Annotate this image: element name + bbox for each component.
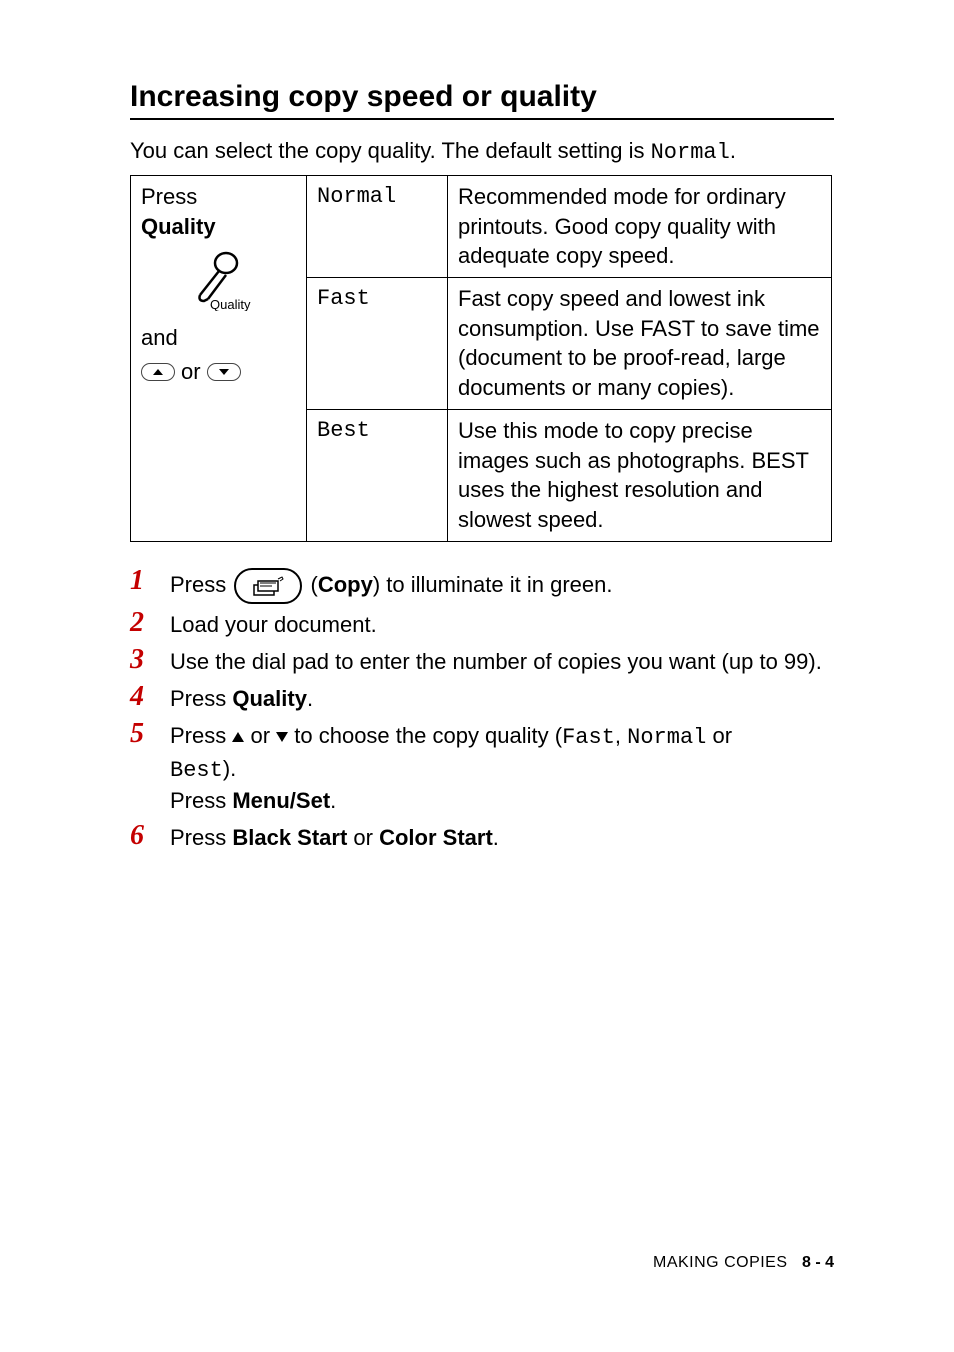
footer-label: MAKING COPIES <box>653 1254 788 1271</box>
color-start-label: Color Start <box>379 825 493 850</box>
step-1-body: Press (Copy) to illuminate it in green. <box>170 566 612 605</box>
section-title: Increasing copy speed or quality <box>130 80 834 120</box>
step-number-2: 2 <box>130 608 170 639</box>
steps-list: 1 Press (Copy) to illuminate it in green… <box>130 566 834 854</box>
copy-button-icon <box>234 568 302 605</box>
step-6-body: Press Black Start or Color Start. <box>170 821 499 854</box>
down-arrow-icon <box>207 363 241 381</box>
desc-best: Use this mode to copy precise images suc… <box>448 409 832 541</box>
setting-best: Best <box>307 409 448 541</box>
and-label: and <box>141 323 178 353</box>
desc-normal: Recommended mode for ordinary printouts.… <box>448 176 832 278</box>
desc-fast: Fast copy speed and lowest ink consumpti… <box>448 278 832 410</box>
up-triangle-icon <box>232 732 244 742</box>
up-arrow-icon <box>141 363 175 381</box>
step-1-after: ) to illuminate it in green. <box>373 572 613 597</box>
step-5-close: ). <box>223 756 236 781</box>
opt-fast: Fast <box>562 725 615 750</box>
step-6-or: or <box>347 825 379 850</box>
intro-text: You can select the copy quality. The def… <box>130 138 834 165</box>
step-5-comma: , <box>615 723 627 748</box>
intro-suffix: . <box>730 138 736 163</box>
step-5-press2: Press <box>170 788 232 813</box>
page-footer: MAKING COPIES 8 - 4 <box>653 1254 834 1272</box>
setting-fast: Fast <box>307 278 448 410</box>
black-start-label: Black Start <box>232 825 347 850</box>
step-number-4: 4 <box>130 682 170 713</box>
step-6-press: Press <box>170 825 232 850</box>
step-5-press: Press <box>170 723 232 748</box>
quality-button-icon: Quality <box>141 251 296 319</box>
footer-page-number: 8 - 4 <box>802 1254 834 1271</box>
copy-label: Copy <box>318 572 373 597</box>
step-number-6: 6 <box>130 821 170 852</box>
quality-table: Press Quality Quality and or <box>130 175 832 542</box>
step-5-period: . <box>330 788 336 813</box>
intro-default-setting: Normal <box>651 140 730 165</box>
quality-label: Quality <box>141 212 296 242</box>
step-5-or1: or <box>244 723 276 748</box>
step-5-mid2: to choose the copy quality ( <box>288 723 562 748</box>
down-triangle-icon <box>276 732 288 742</box>
opt-normal: Normal <box>627 725 706 750</box>
step-number-3: 3 <box>130 645 170 676</box>
step-2-body: Load your document. <box>170 608 377 641</box>
step-4-period: . <box>307 686 313 711</box>
quality-press-cell: Press Quality Quality and or <box>131 176 307 542</box>
step-5-body: Press or to choose the copy quality (Fas… <box>170 719 732 817</box>
step-5-or2: or <box>706 723 732 748</box>
opt-best: Best <box>170 758 223 783</box>
or-label: or <box>181 357 201 387</box>
step-6-period: . <box>493 825 499 850</box>
step-4-body: Press Quality. <box>170 682 313 715</box>
step-number-5: 5 <box>130 719 170 750</box>
step-4-press: Press <box>170 686 232 711</box>
step-4-quality: Quality <box>232 686 307 711</box>
setting-normal: Normal <box>307 176 448 278</box>
menu-set-label: Menu/Set <box>232 788 330 813</box>
quality-icon-label: Quality <box>210 297 251 311</box>
step-number-1: 1 <box>130 566 170 597</box>
intro-prefix: You can select the copy quality. The def… <box>130 138 651 163</box>
press-label: Press <box>141 182 296 212</box>
step-1-press: Press <box>170 572 232 597</box>
step-3-body: Use the dial pad to enter the number of … <box>170 645 822 678</box>
